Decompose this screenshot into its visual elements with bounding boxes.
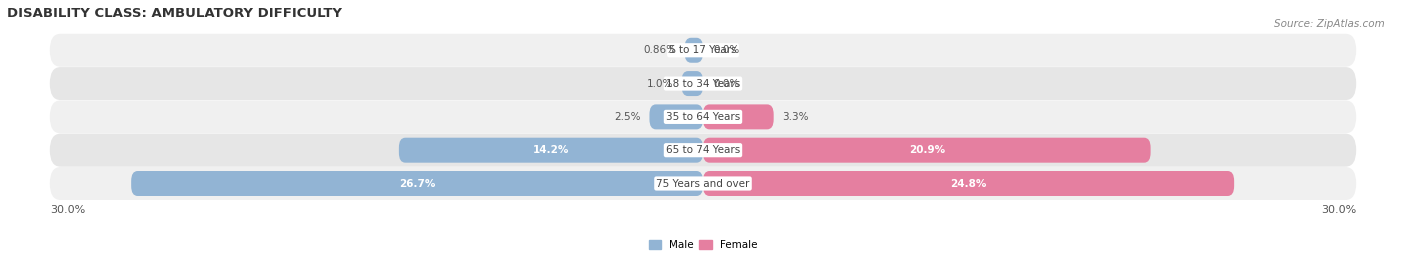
FancyBboxPatch shape [49, 67, 1357, 100]
Text: 35 to 64 Years: 35 to 64 Years [666, 112, 740, 122]
FancyBboxPatch shape [49, 134, 1357, 167]
FancyBboxPatch shape [703, 171, 1234, 196]
FancyBboxPatch shape [399, 138, 703, 163]
Text: 5 to 17 Years: 5 to 17 Years [669, 45, 737, 55]
Text: 18 to 34 Years: 18 to 34 Years [666, 79, 740, 88]
FancyBboxPatch shape [49, 100, 1357, 133]
FancyBboxPatch shape [650, 105, 703, 129]
Text: 3.3%: 3.3% [782, 112, 808, 122]
FancyBboxPatch shape [131, 171, 703, 196]
Text: 20.9%: 20.9% [908, 145, 945, 155]
FancyBboxPatch shape [703, 138, 1150, 163]
Text: Source: ZipAtlas.com: Source: ZipAtlas.com [1274, 19, 1385, 29]
Text: 30.0%: 30.0% [1322, 205, 1357, 215]
FancyBboxPatch shape [703, 105, 773, 129]
FancyBboxPatch shape [682, 71, 703, 96]
Text: 0.0%: 0.0% [714, 45, 740, 55]
FancyBboxPatch shape [685, 38, 703, 63]
FancyBboxPatch shape [49, 167, 1357, 200]
Text: 0.86%: 0.86% [643, 45, 676, 55]
Text: 0.0%: 0.0% [714, 79, 740, 88]
Text: 24.8%: 24.8% [950, 178, 987, 188]
Legend: Male, Female: Male, Female [644, 236, 762, 255]
FancyBboxPatch shape [49, 34, 1357, 67]
Text: 2.5%: 2.5% [614, 112, 641, 122]
Text: 14.2%: 14.2% [533, 145, 569, 155]
Text: DISABILITY CLASS: AMBULATORY DIFFICULTY: DISABILITY CLASS: AMBULATORY DIFFICULTY [7, 7, 342, 20]
Text: 75 Years and over: 75 Years and over [657, 178, 749, 188]
Text: 26.7%: 26.7% [399, 178, 436, 188]
Text: 65 to 74 Years: 65 to 74 Years [666, 145, 740, 155]
Text: 30.0%: 30.0% [49, 205, 84, 215]
Text: 1.0%: 1.0% [647, 79, 673, 88]
